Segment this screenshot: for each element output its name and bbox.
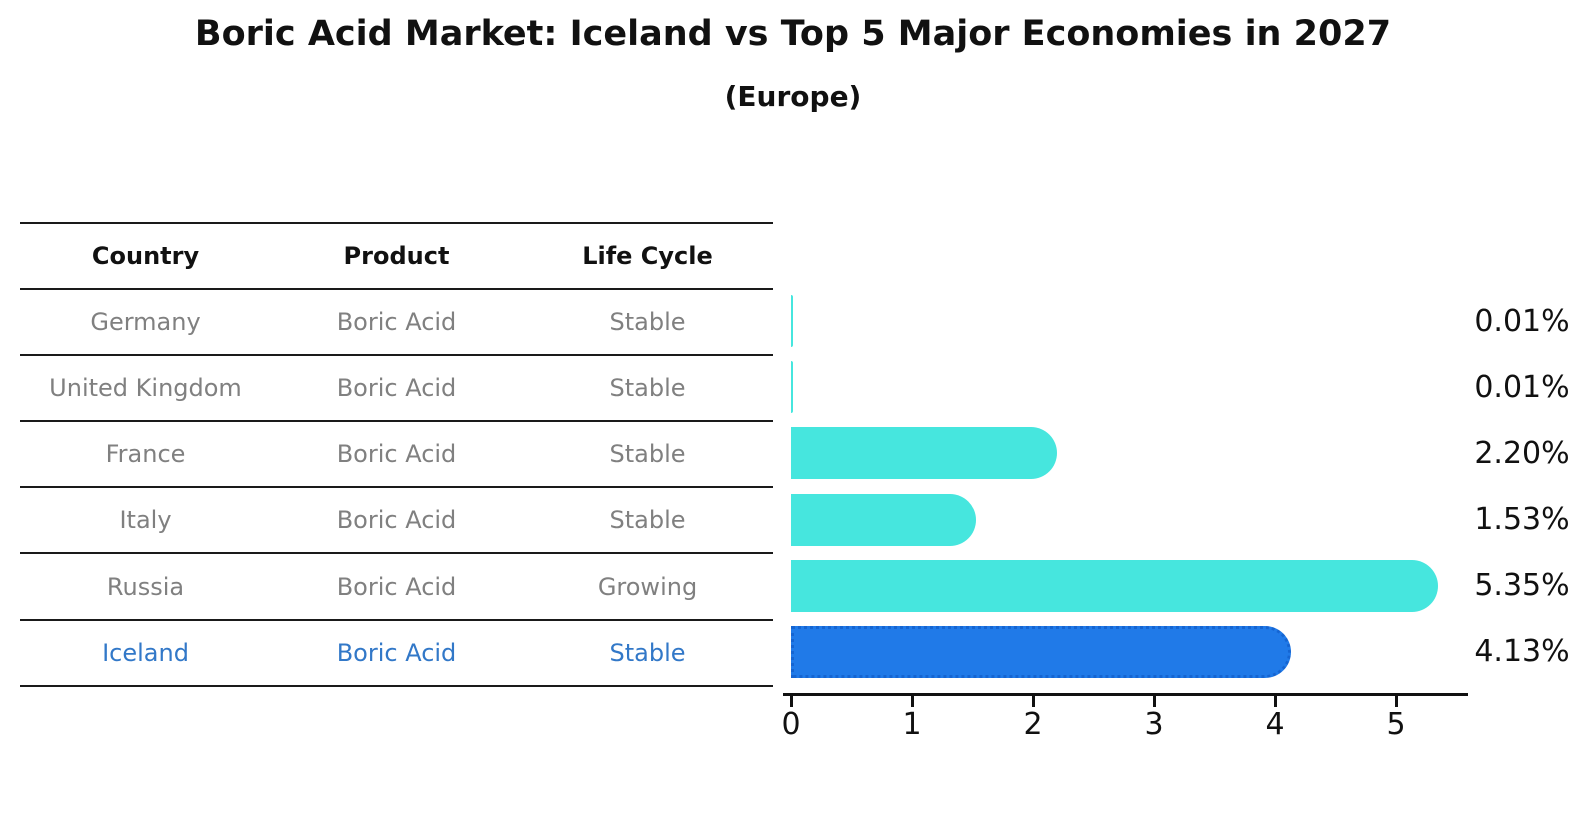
- table-cell-life-cycle: Stable: [609, 374, 686, 403]
- bar-row: [791, 288, 1468, 354]
- x-axis-tick-label: 5: [1386, 707, 1406, 742]
- bar: [791, 493, 977, 546]
- table-cell-product: Boric Acid: [336, 374, 457, 403]
- bar-value-label: 4.13%: [1474, 634, 1570, 670]
- table-row: Iceland Boric Acid Stable: [20, 621, 773, 687]
- x-axis-line: [783, 693, 1468, 696]
- column-header-country: Country: [91, 242, 200, 271]
- bar: [791, 427, 1058, 480]
- table-cell-product: Boric Acid: [336, 308, 457, 337]
- table-row: Russia Boric Acid Growing: [20, 554, 773, 621]
- table-cell-country: Russia: [106, 572, 185, 601]
- table-cell-life-cycle: Stable: [609, 638, 686, 667]
- table-cell-life-cycle: Stable: [609, 308, 686, 337]
- bar-row: [791, 487, 1468, 553]
- table-row: Italy Boric Acid Stable: [20, 488, 773, 555]
- x-axis-tick-label: 3: [1144, 707, 1164, 742]
- x-axis-tick: [1273, 696, 1277, 707]
- bar-row: [791, 553, 1468, 619]
- bar-value-label: 2.20%: [1474, 435, 1570, 471]
- table-cell-life-cycle: Growing: [597, 572, 698, 601]
- table-row: Germany Boric Acid Stable: [20, 290, 773, 357]
- table-body: Germany Boric Acid Stable United Kingdom Bor…: [20, 290, 773, 687]
- bar-highlight: [791, 625, 1291, 678]
- x-axis-tick: [1031, 696, 1035, 707]
- bar-row: [791, 420, 1468, 486]
- table-cell-country: Italy: [119, 506, 172, 535]
- chart-title: Boric Acid Market: Iceland vs Top 5 Majo…: [194, 14, 1392, 54]
- table-header-row: Country Product Life Cycle: [20, 224, 773, 291]
- bar-value-label: 0.01%: [1474, 303, 1570, 339]
- x-axis-tick-label: 1: [902, 707, 922, 742]
- x-axis-tick: [1152, 696, 1156, 707]
- table-cell-country: United Kingdom: [49, 374, 242, 403]
- column-header-product: Product: [343, 242, 450, 271]
- x-axis-tick: [910, 696, 914, 707]
- bar: [791, 559, 1439, 612]
- table-row: United Kingdom Boric Acid Stable: [20, 356, 773, 423]
- table-cell-country: France: [105, 440, 186, 469]
- table-cell-country: Germany: [90, 308, 201, 337]
- x-axis-tick-label: 4: [1265, 707, 1285, 742]
- bar-series: [791, 288, 1468, 685]
- table-cell-product: Boric Acid: [336, 638, 457, 667]
- column-header-life-cycle: Life Cycle: [582, 242, 713, 271]
- bar: [791, 295, 793, 348]
- table-cell-product: Boric Acid: [336, 572, 457, 601]
- x-axis-tick: [1394, 696, 1398, 707]
- bar-row: [791, 354, 1468, 420]
- x-axis-tick-label: 2: [1023, 707, 1043, 742]
- table-cell-product: Boric Acid: [336, 506, 457, 535]
- table-cell-life-cycle: Stable: [609, 506, 686, 535]
- bar-value-label: 0.01%: [1474, 369, 1570, 405]
- bar: [791, 361, 793, 414]
- table-cell-product: Boric Acid: [336, 440, 457, 469]
- bar-row: [791, 619, 1468, 685]
- data-table: Country Product Life Cycle Germany Boric …: [20, 222, 773, 687]
- x-axis-tick: [789, 696, 793, 707]
- table-row: France Boric Acid Stable: [20, 422, 773, 489]
- bar-value-label: 1.53%: [1474, 502, 1570, 538]
- chart-subtitle: (Europe): [724, 80, 862, 113]
- bar-value-label: 5.35%: [1474, 568, 1570, 604]
- bar-value-labels: 0.01% 0.01% 2.20% 1.53% 5.35% 4.13%: [1468, 288, 1576, 685]
- table-cell-country: Iceland: [102, 638, 189, 667]
- table-cell-life-cycle: Stable: [609, 440, 686, 469]
- x-axis-tick-label: 0: [781, 707, 801, 742]
